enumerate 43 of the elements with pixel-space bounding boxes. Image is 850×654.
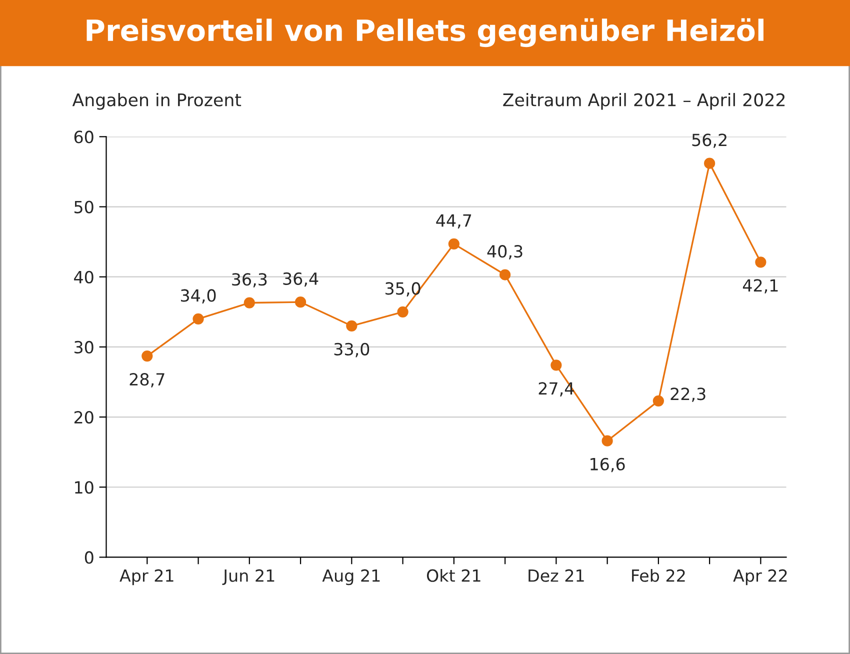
data-label: 35,0: [386, 282, 420, 296]
y-tick-label: 30: [74, 340, 94, 354]
x-tick-label: Dez 21: [528, 569, 584, 582]
data-label: 36,4: [283, 272, 318, 287]
x-tick-label: Aug 21: [322, 569, 380, 586]
point: [602, 435, 613, 446]
text: Zeitraum April 2021 – April 2022: [503, 92, 785, 110]
x-tick-label: Feb 22: [632, 569, 685, 582]
point: [142, 350, 153, 362]
point: [244, 297, 255, 308]
y-tick-label: 20: [74, 410, 94, 424]
data-label: 33,0: [334, 342, 370, 358]
point: [346, 320, 358, 332]
data-label: 44,7: [436, 214, 472, 228]
data-label: 22,3: [670, 388, 706, 402]
y-tick-label: 60: [74, 130, 94, 144]
x-tick-label: Apr 22: [733, 569, 787, 586]
x-tick-label: Okt 21: [426, 569, 480, 582]
y-tick-label: 10: [75, 481, 94, 494]
point: [294, 296, 306, 308]
chart-title: Preisvorteil von Pellets gegenüber Heizöl: [86, 18, 764, 48]
chart-subtitle: Angaben in Prozent: [72, 92, 242, 110]
point: [550, 360, 562, 371]
y-tick-label: 0: [84, 551, 94, 564]
point: [704, 158, 716, 169]
data-label: 16,6: [590, 458, 625, 472]
point: [448, 238, 460, 250]
data-label: 42,1: [742, 279, 778, 294]
data-label: 27,4: [538, 382, 574, 396]
data-label: 34,0: [180, 289, 216, 304]
data-label: 28,7: [130, 373, 164, 388]
y-tick-label: 40: [74, 270, 94, 284]
point: [499, 269, 511, 280]
x-tick-label: Jun 21: [222, 569, 274, 586]
y-tick-label: 50: [74, 200, 94, 214]
data-label: 36,3: [232, 273, 267, 288]
point: [397, 306, 408, 318]
point: [755, 256, 766, 268]
point: [192, 313, 204, 324]
x-tick-label: Apr 21: [120, 569, 174, 586]
data-label: 40,3: [487, 245, 522, 260]
point: [652, 395, 664, 406]
data-label: 56,2: [692, 134, 726, 148]
